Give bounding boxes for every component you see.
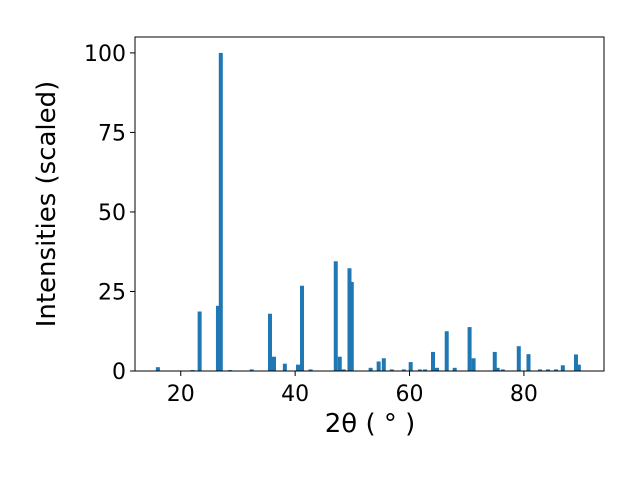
x-tick-label: 60 xyxy=(396,382,424,407)
bar xyxy=(296,364,301,371)
x-axis-label: 2θ ( ° ) xyxy=(325,409,416,439)
bar xyxy=(381,358,386,371)
bar xyxy=(155,367,160,371)
bar xyxy=(553,369,558,371)
bar xyxy=(333,261,338,371)
plot-frame xyxy=(134,36,605,372)
bar xyxy=(492,351,497,371)
bar xyxy=(267,313,272,371)
bar xyxy=(389,369,394,371)
bar xyxy=(526,354,531,371)
x-tick-label: 80 xyxy=(510,382,538,407)
bar xyxy=(218,52,223,372)
bar xyxy=(417,369,422,371)
bar xyxy=(576,364,581,371)
bar xyxy=(434,367,439,371)
y-tick-label: 100 xyxy=(84,42,126,67)
bar xyxy=(467,327,472,371)
y-axis-label: Intensities (scaled) xyxy=(32,81,62,328)
bar xyxy=(495,367,500,371)
bar xyxy=(337,356,342,371)
bar xyxy=(545,369,550,371)
bar xyxy=(347,268,352,371)
bar xyxy=(308,369,313,371)
bar xyxy=(471,358,476,371)
bar xyxy=(197,311,202,371)
y-tick-label: 25 xyxy=(98,280,126,305)
bar xyxy=(349,281,354,371)
y-tick-label: 75 xyxy=(98,121,126,146)
bar xyxy=(249,369,254,371)
bar xyxy=(376,361,381,371)
y-tick-label: 0 xyxy=(112,360,126,385)
bar xyxy=(408,362,413,371)
y-tick-label: 50 xyxy=(98,201,126,226)
x-tick-label: 40 xyxy=(281,382,309,407)
bar xyxy=(500,369,505,371)
bar xyxy=(271,356,276,371)
bar xyxy=(300,285,305,371)
bar xyxy=(430,351,435,371)
bar xyxy=(341,369,346,371)
x-tick-label: 20 xyxy=(167,382,195,407)
bar xyxy=(516,346,521,371)
bar xyxy=(537,369,542,371)
bar xyxy=(422,369,427,371)
bar xyxy=(282,363,287,371)
bar xyxy=(444,331,449,371)
bar xyxy=(368,367,373,371)
bar xyxy=(573,354,578,371)
bar xyxy=(401,369,406,371)
bar xyxy=(560,365,565,371)
bar xyxy=(452,367,457,371)
bar xyxy=(215,305,220,371)
